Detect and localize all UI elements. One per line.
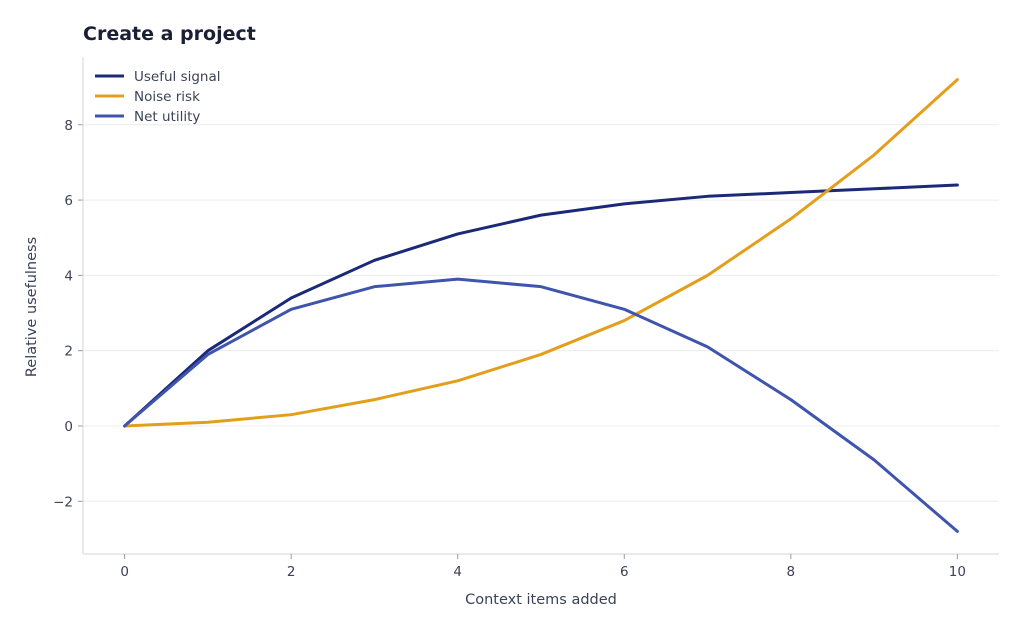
x-tick-label: 2 [287, 564, 296, 580]
x-axis-label: Context items added [465, 592, 617, 608]
x-tick-label: 0 [120, 564, 129, 580]
y-tick-label: −2 [53, 494, 73, 510]
series-line-3 [123, 277, 959, 533]
y-tick-label: 2 [64, 344, 73, 360]
y-tick-label: 4 [64, 268, 73, 284]
series-lines [123, 78, 959, 533]
legend-label: Useful signal [134, 69, 221, 85]
y-axis-label: Relative usefulness [24, 237, 40, 377]
x-tick-label: 10 [949, 564, 966, 580]
x-tick-label: 6 [620, 564, 629, 580]
x-tick-label: 8 [787, 564, 796, 580]
y-tick-label: 6 [64, 193, 73, 209]
legend-label: Net utility [134, 109, 200, 125]
y-tick-label: 0 [64, 419, 73, 435]
grid-lines [83, 124, 999, 502]
series-line-2 [123, 78, 959, 428]
series-line-1 [123, 183, 959, 428]
legend-label: Noise risk [134, 89, 200, 105]
axes: −2 0 2 4 6 8 0 2 4 6 8 10 [53, 57, 999, 580]
chart-title: Create a project [83, 23, 256, 45]
y-tick-label: 8 [64, 118, 73, 134]
x-tick-label: 4 [453, 564, 462, 580]
legend: Useful signal Noise risk Net utility [95, 69, 221, 125]
